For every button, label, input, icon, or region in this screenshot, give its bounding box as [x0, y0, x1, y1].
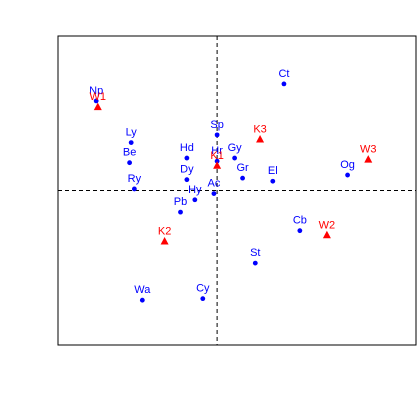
species-point-be	[127, 160, 132, 166]
species-point-sp	[214, 132, 220, 138]
species-label-el: El	[268, 165, 278, 177]
species-point-np	[93, 98, 99, 104]
species-point-gy	[232, 155, 238, 161]
species-label-st: St	[250, 247, 260, 259]
sites-label-w3: W3	[360, 144, 377, 156]
sites-point-k1	[213, 161, 222, 169]
species-label-ry: Ry	[128, 173, 142, 185]
sites-point-w1	[93, 102, 102, 111]
species-label-ct: Ct	[278, 68, 289, 80]
sites-point-w3	[364, 155, 373, 163]
species-label-gy: Gy	[228, 142, 243, 154]
species-label-sp: Sp	[210, 119, 223, 131]
species-point-gr	[240, 175, 245, 181]
species-point-hr	[214, 158, 220, 164]
species-label-pb: Pb	[174, 196, 187, 208]
species-label-ac: Ac	[208, 178, 221, 190]
species-label-dy: Dy	[180, 164, 194, 176]
sites-point-k3	[256, 135, 265, 143]
species-point-ct	[281, 81, 287, 87]
species-point-og	[345, 172, 350, 178]
species-point-cy	[200, 296, 206, 302]
sites-label-w1: W1	[90, 91, 107, 103]
species-point-hy	[192, 197, 198, 203]
species-point-cb	[297, 228, 303, 234]
species-point-st	[252, 260, 258, 266]
sites-label-w2: W2	[319, 219, 336, 231]
species-label-cy: Cy	[196, 283, 210, 295]
species-label-np: Np	[89, 85, 103, 97]
species-label-gr: Gr	[236, 162, 249, 174]
sites-point-w2	[322, 230, 331, 239]
species-point-ac	[211, 191, 217, 196]
species-label-hr: Hr	[211, 145, 223, 157]
species-label-cb: Cb	[293, 215, 307, 227]
species-label-wa: Wa	[134, 284, 151, 296]
species-point-wa	[139, 297, 145, 303]
sites-label-k2: K2	[158, 225, 171, 237]
sites-label-k1: K1	[210, 150, 223, 162]
sites-point-k2	[160, 236, 169, 245]
species-point-ry	[131, 186, 137, 192]
species-label-hd: Hd	[180, 142, 194, 154]
species-label-hy: Hy	[188, 184, 202, 196]
species-point-hd	[184, 155, 190, 161]
species-label-be: Be	[123, 147, 136, 159]
species-point-el	[270, 178, 276, 184]
species-point-ly	[128, 140, 134, 146]
species-point-dy	[184, 177, 190, 183]
species-label-ly: Ly	[126, 127, 138, 139]
sites-label-k3: K3	[253, 124, 266, 136]
species-point-pb	[178, 209, 183, 215]
species-label-og: Og	[340, 159, 355, 171]
